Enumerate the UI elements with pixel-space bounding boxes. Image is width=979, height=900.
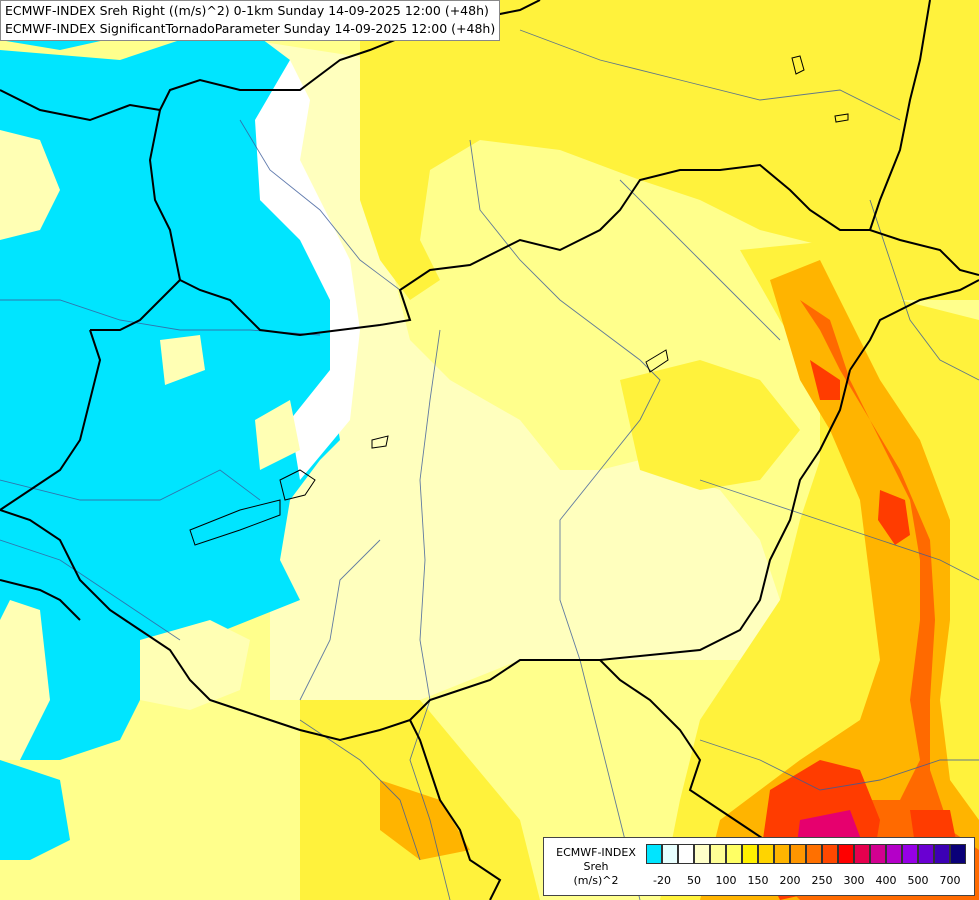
legend-tick-label: 100 bbox=[715, 874, 737, 887]
legend-tick-label: 200 bbox=[779, 874, 801, 887]
legend-color-bar bbox=[646, 844, 966, 864]
legend-tick-label: 700 bbox=[939, 874, 961, 887]
legend-swatch bbox=[646, 844, 662, 864]
field-red-core bbox=[878, 490, 910, 545]
field-yellow-patch bbox=[0, 600, 50, 760]
legend-label-field: Sreh bbox=[583, 860, 609, 873]
field-negative-zone bbox=[0, 30, 340, 760]
field-yellow-patch bbox=[140, 620, 250, 710]
legend-swatch bbox=[774, 844, 790, 864]
legend-swatch bbox=[838, 844, 854, 864]
legend-tick-label: 250 bbox=[811, 874, 833, 887]
map-title-sreh: ECMWF-INDEX Sreh Right ((m/s)^2) 0-1km S… bbox=[5, 3, 489, 18]
rivers bbox=[0, 29, 979, 900]
legend-swatch bbox=[694, 844, 710, 864]
legend-swatch bbox=[742, 844, 758, 864]
legend-swatch bbox=[822, 844, 838, 864]
legend-tick-label: 300 bbox=[843, 874, 865, 887]
legend-ticks: -20 50 100 150 200 250 300 400 500 700 bbox=[646, 874, 976, 890]
legend-swatch bbox=[902, 844, 918, 864]
color-legend: ECMWF-INDEX Sreh (m/s)^2 -20 50 100 150 200 2… bbox=[543, 837, 975, 896]
legend-swatch bbox=[710, 844, 726, 864]
field-negative-zone bbox=[0, 760, 70, 860]
field-red-core bbox=[810, 360, 840, 400]
legend-swatch bbox=[918, 844, 934, 864]
legend-tick-label: -20 bbox=[653, 874, 671, 887]
legend-swatch bbox=[886, 844, 902, 864]
legend-swatch bbox=[934, 844, 950, 864]
field-red-core bbox=[760, 300, 979, 900]
legend-tick-label: 400 bbox=[875, 874, 897, 887]
map-title-box: ECMWF-INDEX Sreh Right ((m/s)^2) 0-1km S… bbox=[0, 0, 501, 41]
legend-swatch bbox=[662, 844, 678, 864]
field-yellow-patch bbox=[255, 400, 300, 470]
map-title-stp: ECMWF-INDEX SignificantTornadoParameter … bbox=[5, 21, 496, 36]
legend-tick-label: 500 bbox=[907, 874, 929, 887]
field-orange-band bbox=[700, 260, 979, 900]
legend-label: ECMWF-INDEX Sreh (m/s)^2 bbox=[548, 846, 644, 888]
field-yellow-zone bbox=[620, 360, 800, 490]
legend-swatch bbox=[950, 844, 966, 864]
lakes bbox=[189, 55, 849, 546]
legend-swatch bbox=[854, 844, 870, 864]
legend-swatch bbox=[758, 844, 774, 864]
field-yellow-patch bbox=[160, 335, 205, 385]
field-yellow-patch bbox=[0, 130, 60, 240]
legend-swatch bbox=[870, 844, 886, 864]
legend-swatch bbox=[678, 844, 694, 864]
legend-swatch bbox=[726, 844, 742, 864]
legend-tick-label: 50 bbox=[687, 874, 701, 887]
legend-swatch bbox=[806, 844, 822, 864]
field-white-zone bbox=[255, 60, 360, 480]
legend-label-unit: (m/s)^2 bbox=[573, 874, 619, 887]
legend-tick-label: 150 bbox=[747, 874, 769, 887]
legend-swatch bbox=[790, 844, 806, 864]
field-orange-band bbox=[380, 780, 470, 860]
legend-label-source: ECMWF-INDEX bbox=[556, 846, 636, 859]
field-yellow-zone bbox=[360, 0, 979, 300]
